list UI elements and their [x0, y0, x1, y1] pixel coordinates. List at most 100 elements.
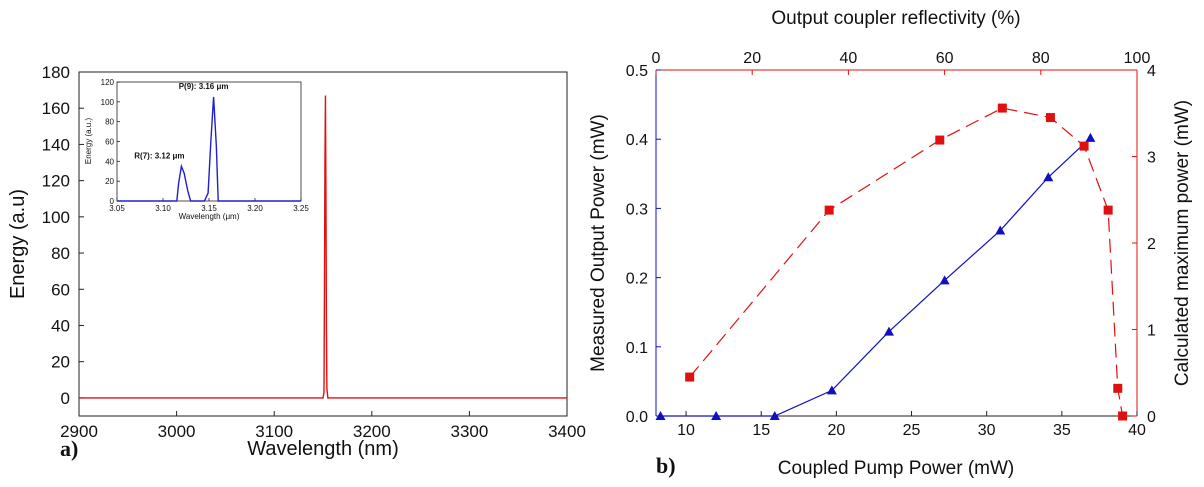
panel-b: 10 15 20 25 30 35 40 0.00.10.20.30.40.5 01234 …: [588, 8, 1193, 479]
panel-b-y-tick-label: 0.2: [626, 271, 648, 288]
panel-a-y-tick-label: 100: [42, 208, 70, 227]
panel-a-y-axis-label: Energy (a.u): [7, 189, 29, 299]
panel-a-series-line: [79, 95, 567, 399]
panel-b-x2-tick-label: 20: [743, 50, 761, 67]
inset-x-tick-label: 3.25: [293, 204, 309, 213]
panel-b-y-tick-label: 0.0: [626, 409, 648, 426]
panel-b-x2-tick-label: 0: [652, 50, 661, 67]
inset-y-tick-label: 120: [101, 78, 115, 87]
panel-b-top-axis-label: Output coupler reflectivity (%): [771, 8, 1020, 29]
inset-series-line: [117, 96, 301, 202]
inset-y-tick-label: 20: [105, 177, 114, 186]
panel-b-y-axis-label: Measured Output Power (mW): [588, 114, 609, 372]
panel-a-y-tick-label: 160: [42, 99, 70, 118]
inset-x-tick-label: 3.15: [201, 204, 217, 213]
panel-a-plot-frame: [78, 71, 568, 417]
panel-a-y-tick-label: 40: [51, 316, 70, 335]
panel-b-x-tick-label: 10: [677, 422, 695, 439]
panel-b-y2-tick-label: 0: [1147, 409, 1156, 426]
panel-b-series-line-1: [660, 137, 1091, 417]
panel-b-triangle-point: [995, 225, 1006, 235]
panel-b-x2-tick-label: 60: [936, 50, 954, 67]
inset-y-tick-label: 100: [101, 98, 115, 107]
panel-b-y-tick-label: 0.3: [626, 201, 648, 218]
panel-a-y-tick-label: 0: [61, 389, 70, 408]
panel-a-x-tick-label: 3400: [548, 422, 586, 441]
panel-b-square-point: [935, 135, 945, 145]
panel-b-triangle-point: [655, 411, 666, 420]
panel-b-y2-tick-label: 1: [1147, 323, 1156, 340]
inset-y-ticks: 0 20 40 60 80 100 120: [101, 78, 120, 206]
panel-b-square-point: [997, 103, 1007, 113]
panel-b-y2-ticks: 0 1 2 3 4: [1132, 63, 1156, 426]
panel-b-label: b): [656, 453, 676, 478]
panel-b-x-tick-label: 30: [978, 422, 996, 439]
panel-b-triangle-point: [769, 411, 780, 420]
panel-a-y-tick-label: 20: [51, 353, 70, 372]
panel-b-x-axis-label: Coupled Pump Power (mW): [778, 458, 1015, 479]
panel-a-y-tick-label: 120: [42, 172, 70, 191]
panel-a-x-ticks: 2900 3000 3100 3200 3300 3400: [60, 411, 586, 441]
inset-y-axis-label: Energy (a.u.): [84, 118, 93, 165]
panel-a-x-tick-label: 2900: [60, 422, 98, 441]
inset-x-tick-label: 3.20: [247, 204, 263, 213]
inset-peak-annotation: P(9): 3.16 μm: [179, 82, 229, 91]
panel-b-square-point: [1045, 113, 1055, 123]
inset-x-ticks: 3.05 3.10 3.15 3.20 3.25: [109, 198, 309, 213]
panel-b-square-point: [824, 205, 834, 215]
panel-a: 2900 3000 3100 3200 3300 3400 0 20 40 60 80 100 120…: [7, 63, 586, 461]
panel-b-x2-ticks: 0 20 40 60 80 100: [652, 50, 1151, 75]
panel-a-x-tick-label: 3000: [158, 422, 196, 441]
panel-b-square-point: [1118, 411, 1128, 421]
panel-b-x2-tick-label: 40: [840, 50, 858, 67]
panel-b-triangle-point: [711, 411, 722, 420]
inset-x-tick-label: 3.05: [109, 204, 125, 213]
panel-b-y2-tick-label: 3: [1147, 150, 1156, 167]
panel-a-x-tick-label: 3100: [255, 422, 293, 441]
inset-x-tick-label: 3.10: [155, 204, 171, 213]
panel-a-y-tick-label: 80: [51, 244, 70, 263]
panel-b-y2-axis-label: Calculated maximum power (mW): [1172, 100, 1193, 386]
panel-b-y-tick-label: 0.5: [626, 63, 648, 80]
panel-b-x-tick-label: 20: [827, 422, 845, 439]
panel-b-y2-tick-label: 4: [1147, 63, 1156, 80]
inset-y-tick-label: 60: [105, 138, 114, 147]
panel-a-label: a): [60, 436, 78, 461]
panel-b-y-ticks: 0.0 0.1 0.2 0.3 0.4 0.5: [626, 63, 661, 426]
panel-b-x-tick-label: 15: [752, 422, 770, 439]
panel-b-y-tick-label: 0.1: [626, 340, 648, 357]
panel-b-x-ticks: 10 15 20 25 30 35 40: [677, 411, 1146, 439]
panel-b-series: [655, 103, 1128, 421]
panel-b-x-tick-label: 25: [903, 422, 921, 439]
panel-b-x2-tick-label: 100: [1124, 50, 1151, 67]
panel-b-x-tick-label: 35: [1053, 422, 1071, 439]
panel-b-square-point: [685, 372, 695, 382]
panel-b-series-line-2: [689, 107, 1124, 417]
inset-y-tick-label: 40: [105, 157, 114, 166]
inset-y-tick-label: 0: [110, 197, 115, 206]
panel-b-triangle-point: [1043, 172, 1054, 182]
panel-b-triangle-point: [883, 326, 894, 336]
panel-a-y-ticks: 0 20 40 60 80 100 120 140 160 180: [42, 63, 84, 408]
panel-a-x-tick-label: 3200: [353, 422, 391, 441]
inset-x-axis-label: Wavelength (μm): [179, 212, 240, 221]
panel-a-y-tick-label: 180: [42, 63, 70, 82]
panel-a-y-tick-label: 60: [51, 280, 70, 299]
panel-b-square-point: [1103, 205, 1113, 215]
panel-b-square-point: [1113, 383, 1123, 393]
panel-a-x-axis-label: Wavelength (nm): [247, 438, 399, 460]
panel-b-square-point: [1079, 141, 1089, 151]
panel-b-x2-tick-label: 80: [1032, 50, 1050, 67]
panel-a-inset: 3.05 3.10 3.15 3.20 3.25 0 20 40 60 80 100 120 R(7…: [84, 78, 309, 221]
panel-b-triangle-point: [826, 385, 837, 395]
panel-b-triangle-point: [1085, 132, 1096, 142]
panel-a-y-tick-label: 140: [42, 135, 70, 154]
panel-b-triangle-point: [939, 275, 950, 285]
panel-a-x-tick-label: 3300: [450, 422, 488, 441]
inset-y-tick-label: 80: [105, 118, 114, 127]
panel-b-y-tick-label: 0.4: [626, 132, 648, 149]
inset-peak-annotation: R(7): 3.12 μm: [134, 151, 184, 160]
panel-b-y2-tick-label: 2: [1147, 236, 1156, 253]
panel-b-x-tick-label: 40: [1128, 422, 1146, 439]
